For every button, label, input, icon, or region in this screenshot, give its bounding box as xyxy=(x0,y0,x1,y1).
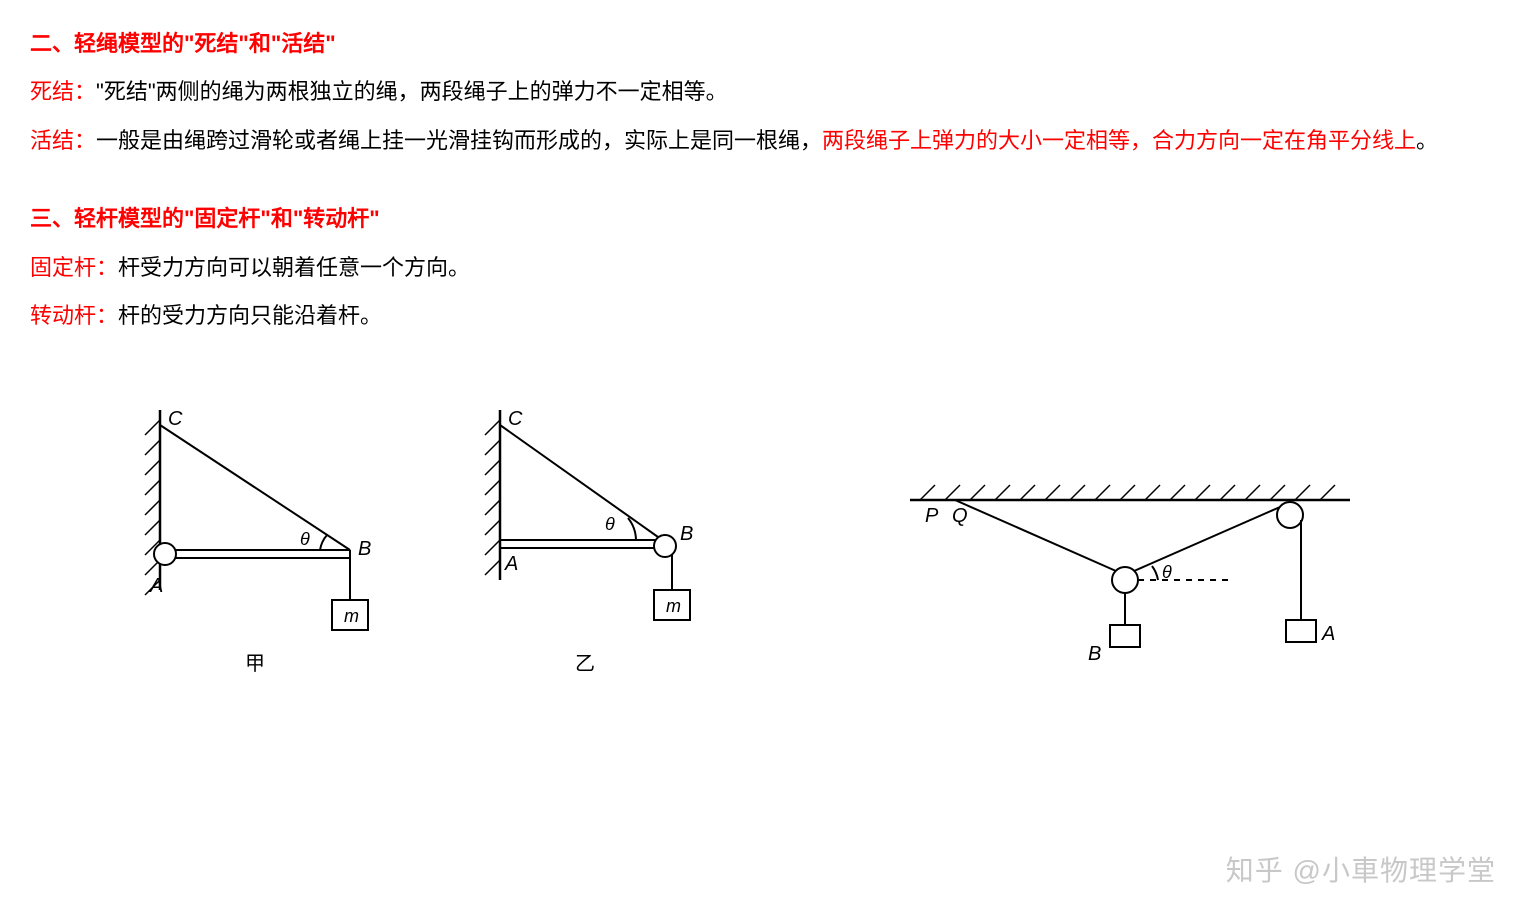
liveknot-text-black: 一般是由绳跨过滑轮或者绳上挂一光滑挂钩而形成的，实际上是同一根绳， xyxy=(96,128,822,153)
section-3-heading: 三、轻杆模型的"固定杆"和"转动杆" xyxy=(30,195,1496,243)
label-m2: m xyxy=(666,596,681,616)
label-C2: C xyxy=(508,408,523,430)
label-A: A xyxy=(149,575,163,597)
deadknot-label: 死结： xyxy=(30,79,96,104)
rotating-text: 杆的受力方向只能沿着杆。 xyxy=(118,303,382,328)
rotating-line: 转动杆：杆的受力方向只能沿着杆。 xyxy=(30,292,1496,340)
figure-right: P Q θ B A xyxy=(890,460,1370,680)
label-theta2: θ xyxy=(605,514,615,534)
fixed-label: 固定杆： xyxy=(30,255,118,280)
label-theta: θ xyxy=(300,529,310,549)
deadknot-text: "死结"两侧的绳为两根独立的绳，两段绳子上的弹力不一定相等。 xyxy=(96,79,728,104)
caption-jia: 甲 xyxy=(245,653,265,675)
liveknot-line: 活结：一般是由绳跨过滑轮或者绳上挂一光滑挂钩而形成的，实际上是同一根绳，两段绳子… xyxy=(30,117,1496,165)
label-C: C xyxy=(168,408,183,430)
label-A3: A xyxy=(1321,623,1335,645)
figure-jia: C B A θ m 甲 xyxy=(110,400,410,680)
label-Q: Q xyxy=(952,505,968,527)
label-A2: A xyxy=(504,553,518,575)
caption-yi: 乙 xyxy=(575,653,595,675)
label-B: B xyxy=(358,538,371,560)
fixed-text: 杆受力方向可以朝着任意一个方向。 xyxy=(118,255,470,280)
label-B3: B xyxy=(1088,643,1101,665)
liveknot-period: 。 xyxy=(1416,128,1438,153)
label-m: m xyxy=(344,606,359,626)
label-P: P xyxy=(925,505,939,527)
liveknot-label: 活结： xyxy=(30,128,96,153)
liveknot-text-red: 两段绳子上弹力的大小一定相等，合力方向一定在角平分线上 xyxy=(822,128,1416,153)
section-3: 三、轻杆模型的"固定杆"和"转动杆" 固定杆：杆受力方向可以朝着任意一个方向。 … xyxy=(30,195,1496,340)
figures-row: C B A θ m 甲 xyxy=(110,400,1496,680)
section-2: 二、轻绳模型的"死结"和"活结" 死结："死结"两侧的绳为两根独立的绳，两段绳子… xyxy=(30,20,1496,165)
deadknot-line: 死结："死结"两侧的绳为两根独立的绳，两段绳子上的弹力不一定相等。 xyxy=(30,68,1496,116)
rotating-label: 转动杆： xyxy=(30,303,118,328)
fixed-line: 固定杆：杆受力方向可以朝着任意一个方向。 xyxy=(30,244,1496,292)
section-2-heading: 二、轻绳模型的"死结"和"活结" xyxy=(30,20,1496,68)
label-theta3: θ xyxy=(1162,562,1172,582)
watermark: 知乎 @小車物理学堂 xyxy=(1226,840,1496,902)
label-B2: B xyxy=(680,523,693,545)
figure-yi: C B A θ m 乙 xyxy=(450,400,730,680)
